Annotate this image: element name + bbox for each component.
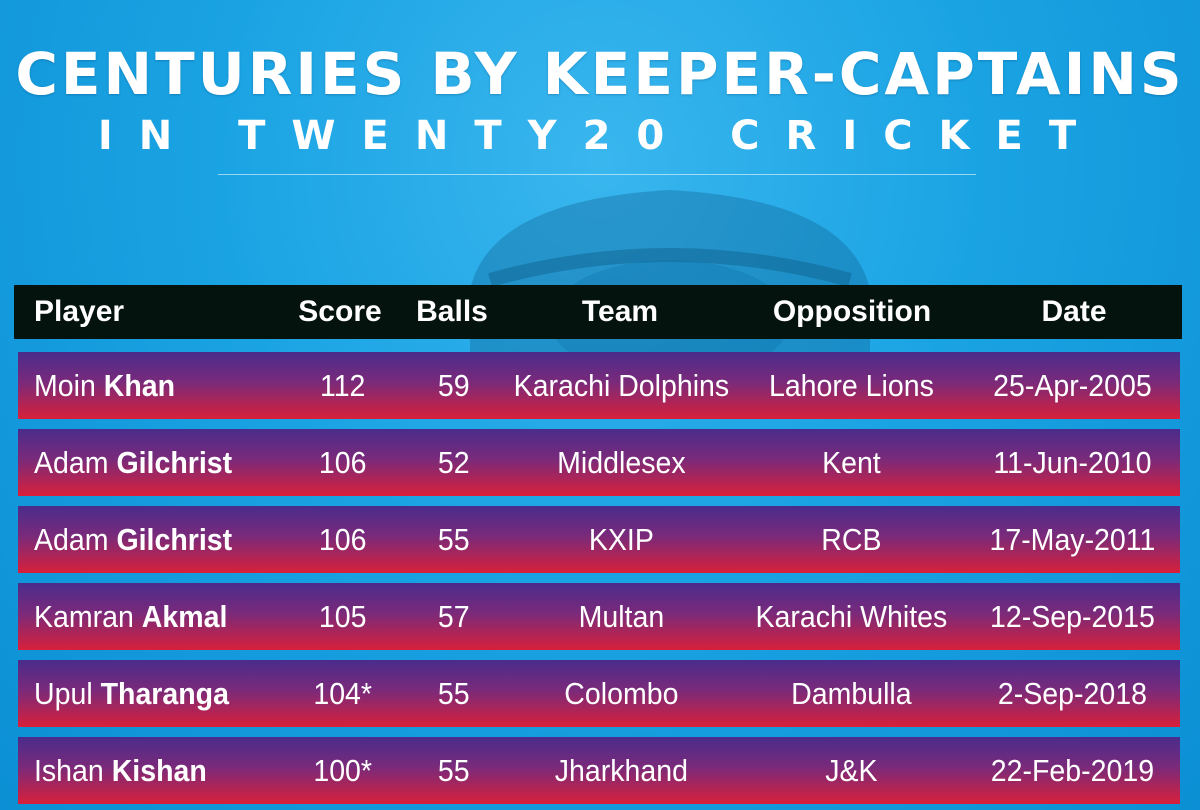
- header-date: Date: [1041, 295, 1107, 328]
- score-cell: 100*: [313, 752, 372, 788]
- table-row: Adam Gilchrist 106 55 KXIP RCB 17-May-20…: [18, 506, 1180, 573]
- team-cell: Karachi Dolphins: [513, 367, 729, 403]
- balls-cell: 55: [437, 752, 470, 788]
- player-first-name: Kamran: [34, 598, 134, 634]
- score-cell: 105: [318, 598, 367, 634]
- opposition-cell: Kent: [822, 444, 882, 480]
- score-cell: 106: [318, 444, 367, 480]
- team-cell: Middlesex: [556, 444, 686, 480]
- table-row: Ishan Kishan 100* 55 Jharkhand J&K 22-Fe…: [18, 737, 1180, 804]
- date-cell: 25-Apr-2005: [993, 367, 1152, 403]
- player-last-name: Khan: [103, 367, 176, 403]
- player-cell: Moin Khan: [18, 352, 281, 419]
- table-row: Upul Tharanga 104* 55 Colombo Dambulla 2…: [18, 660, 1180, 727]
- balls-cell: 57: [437, 598, 470, 634]
- opposition-cell: Dambulla: [791, 675, 912, 711]
- opposition-cell: J&K: [825, 752, 878, 788]
- player-last-name: Gilchrist: [116, 521, 233, 557]
- player-first-name: Upul: [34, 675, 93, 711]
- player-cell: Kamran Akmal: [18, 583, 281, 650]
- page-title: CENTURIES BY KEEPER-CAPTAINS: [15, 40, 1185, 108]
- header-score: Score: [298, 295, 382, 328]
- date-cell: 22-Feb-2019: [990, 752, 1155, 788]
- player-cell: Upul Tharanga: [18, 660, 281, 727]
- score-cell: 112: [319, 367, 366, 403]
- player-last-name: Gilchrist: [116, 444, 233, 480]
- balls-cell: 59: [437, 367, 470, 403]
- opposition-cell: Lahore Lions: [769, 367, 935, 403]
- table-row: Kamran Akmal 105 57 Multan Karachi White…: [18, 583, 1180, 650]
- header-player: Player: [34, 295, 125, 328]
- header-opposition: Opposition: [772, 295, 932, 328]
- title-block: CENTURIES BY KEEPER-CAPTAINS IN TWENTY20…: [0, 40, 1200, 160]
- date-cell: 11-Jun-2010: [993, 444, 1152, 480]
- balls-cell: 52: [437, 444, 470, 480]
- player-first-name: Moin: [34, 367, 96, 403]
- player-cell: Adam Gilchrist: [18, 506, 281, 573]
- opposition-cell: Karachi Whites: [755, 598, 948, 634]
- player-first-name: Adam: [34, 521, 109, 557]
- header-team: Team: [581, 295, 659, 328]
- opposition-cell: RCB: [821, 521, 882, 557]
- date-cell: 17-May-2011: [989, 521, 1156, 557]
- balls-cell: 55: [437, 675, 470, 711]
- team-cell: Colombo: [563, 675, 678, 711]
- team-cell: KXIP: [588, 521, 654, 557]
- table-row: Adam Gilchrist 106 52 Middlesex Kent 11-…: [18, 429, 1180, 496]
- player-first-name: Ishan: [34, 752, 104, 788]
- score-cell: 106: [318, 521, 367, 557]
- balls-cell: 55: [437, 521, 470, 557]
- table-header: Player Score Balls Team Opposition Date: [14, 285, 1182, 339]
- player-last-name: Kishan: [111, 752, 207, 788]
- title-divider: [218, 174, 976, 175]
- score-cell: 104*: [313, 675, 372, 711]
- player-cell: Ishan Kishan: [18, 737, 281, 804]
- page-subtitle: IN TWENTY20 CRICKET: [97, 113, 1103, 159]
- team-cell: Multan: [578, 598, 664, 634]
- date-cell: 12-Sep-2015: [990, 598, 1156, 634]
- table-row: Moin Khan 112 59 Karachi Dolphins Lahore…: [18, 352, 1180, 419]
- date-cell: 2-Sep-2018: [998, 675, 1148, 711]
- player-last-name: Akmal: [141, 598, 228, 634]
- player-last-name: Tharanga: [100, 675, 229, 711]
- player-cell: Adam Gilchrist: [18, 429, 281, 496]
- background-player-image: [470, 190, 870, 370]
- team-cell: Jharkhand: [554, 752, 688, 788]
- header-balls: Balls: [416, 295, 488, 328]
- player-first-name: Adam: [34, 444, 109, 480]
